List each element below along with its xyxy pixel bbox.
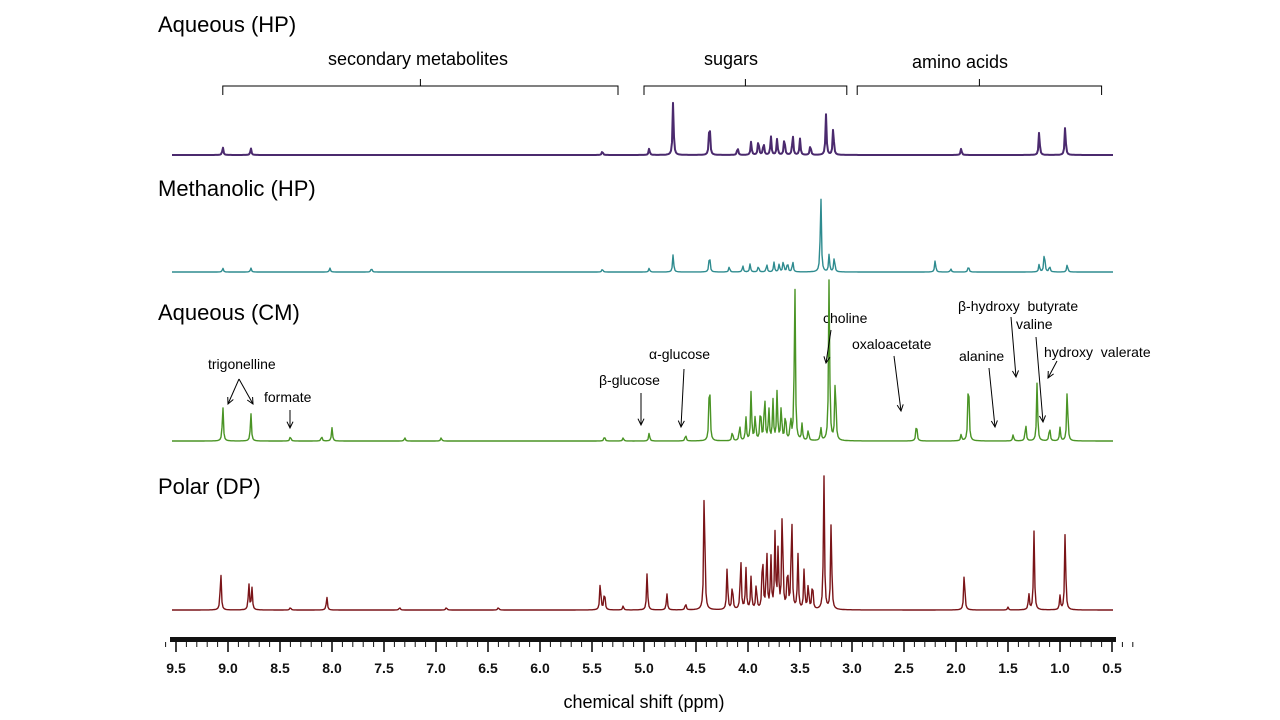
x-tick-label-1.0: 1.0: [1050, 660, 1070, 676]
x-tick-label-4.0: 4.0: [738, 660, 758, 676]
anno-label-hydroxyvalerate: hydroxy valerate: [1044, 344, 1151, 360]
region-label-secondary-metabolites: secondary metabolites: [328, 49, 508, 69]
x-tick-label-0.5: 0.5: [1102, 660, 1122, 676]
anno-label-beta-hydroxybutyrate: β-hydroxy butyrate: [958, 298, 1078, 314]
arrow-valine: [1035, 336, 1046, 424]
x-tick-label-6.0: 6.0: [530, 660, 550, 676]
arrow-trigonelline-0: [227, 378, 240, 406]
anno-label-alanine: alanine: [959, 348, 1004, 364]
x-tick-label-1.5: 1.5: [998, 660, 1018, 676]
arrow-oxaloacetate: [893, 355, 904, 413]
x-tick-label-2.0: 2.0: [946, 660, 966, 676]
x-axis-label: chemical shift (ppm): [563, 692, 724, 712]
spectrum-label-aqueous-hp: Aqueous (HP): [158, 12, 296, 37]
arrow-trigonelline-1: [238, 378, 254, 406]
arrow-choline: [823, 329, 832, 365]
x-axis-line: [170, 637, 1116, 642]
x-tick-label-2.5: 2.5: [894, 660, 914, 676]
x-tick-label-7.0: 7.0: [426, 660, 446, 676]
x-tick-label-4.5: 4.5: [686, 660, 706, 676]
region-bracket-sugars: [643, 79, 848, 95]
spectrum-label-polar-dp: Polar (DP): [158, 474, 261, 499]
anno-label-alpha-glucose: α-glucose: [649, 346, 710, 362]
anno-label-oxaloacetate: oxaloacetate: [852, 336, 932, 352]
anno-label-valine: valine: [1016, 316, 1053, 332]
arrow-formate: [286, 410, 294, 430]
x-tick-label-8.0: 8.0: [322, 660, 342, 676]
region-label-sugars: sugars: [704, 49, 758, 69]
x-axis: 9.5 9.0 8.5 8.0 7.5 7.0 6.5 6.0 5.5 5.0 4.5 4.0 3.5 3…: [165, 637, 1134, 676]
spectrum-line-aqueous-cm: [172, 279, 1113, 442]
anno-label-trigonelline: trigonelline: [208, 356, 276, 372]
x-tick-label-5.5: 5.5: [582, 660, 602, 676]
arrow-alanine: [988, 367, 998, 429]
anno-label-beta-glucose: β-glucose: [599, 372, 660, 388]
x-tick-label-5.0: 5.0: [634, 660, 654, 676]
spectrum-polar-dp: [172, 475, 1113, 611]
region-bracket-secondary-metabolites: [222, 79, 619, 95]
x-tick-label-6.5: 6.5: [478, 660, 498, 676]
spectrum-line-aqueous-hp: [172, 101, 1113, 156]
spectrum-aqueous-cm: [172, 279, 1113, 442]
spectrum-label-methanolic-hp: Methanolic (HP): [158, 176, 316, 201]
spectrum-line-polar-dp: [172, 475, 1113, 611]
x-tick-label-3.5: 3.5: [790, 660, 810, 676]
arrow-glucose: [637, 393, 645, 427]
spectrum-line-methanolic-hp: [172, 198, 1113, 273]
region-bracket-amino-acids: [856, 79, 1103, 95]
spectrum-aqueous-hp: [172, 101, 1113, 156]
region-label-amino-acids: amino acids: [912, 52, 1008, 72]
x-tick-label-8.5: 8.5: [270, 660, 290, 676]
arrow-hydroxy-valerate: [1047, 360, 1058, 380]
x-tick-label-3.0: 3.0: [842, 660, 862, 676]
x-tick-label-9.0: 9.0: [218, 660, 238, 676]
spectrum-label-aqueous-cm: Aqueous (CM): [158, 300, 300, 325]
anno-label-formate: formate: [264, 389, 312, 405]
arrow-glucose: [677, 368, 685, 429]
arrow-hydroxy-butyrate: [1010, 316, 1019, 379]
x-tick-label-9.5: 9.5: [166, 660, 186, 676]
anno-label-choline: choline: [823, 310, 868, 326]
annotation-arrows: [227, 316, 1058, 430]
region-brackets: [222, 79, 1103, 95]
spectrum-methanolic-hp: [172, 198, 1113, 273]
x-tick-label-7.5: 7.5: [374, 660, 394, 676]
spectra: [172, 101, 1113, 611]
